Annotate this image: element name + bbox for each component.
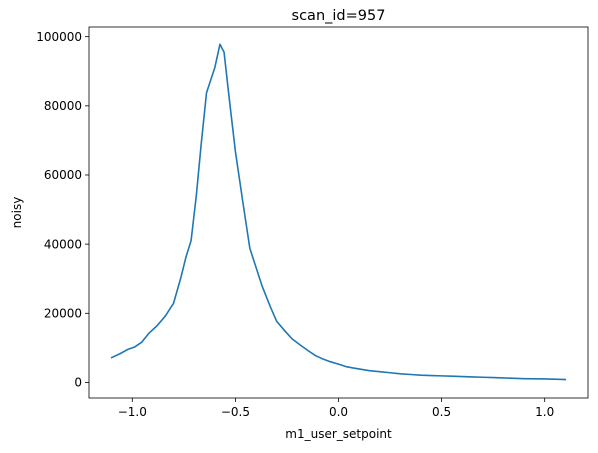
y-tick-label: 100000: [36, 30, 82, 44]
y-axis-ticks: 0 20000 40000 60000 80000 100000: [36, 30, 89, 390]
series-layer: [110, 43, 567, 381]
x-axis-ticks: −1.0 −0.5 0.0 0.5 1.0: [118, 398, 554, 419]
x-tick-label: −1.0: [118, 405, 147, 419]
x-axis-label: m1_user_setpoint: [285, 427, 392, 441]
x-tick-label: 1.0: [535, 405, 554, 419]
chart-title: scan_id=957: [292, 8, 386, 24]
y-axis-label: noisy: [10, 197, 24, 229]
x-tick-label: 0.0: [329, 405, 348, 419]
x-tick-label: −0.5: [221, 405, 250, 419]
y-tick-label: 0: [74, 376, 82, 390]
y-tick-label: 60000: [44, 168, 82, 182]
y-tick-label: 20000: [44, 306, 82, 320]
y-tick-label: 40000: [44, 237, 82, 251]
y-tick-label: 80000: [44, 99, 82, 113]
series-line-noisy: [110, 43, 567, 381]
x-tick-label: 0.5: [432, 405, 451, 419]
